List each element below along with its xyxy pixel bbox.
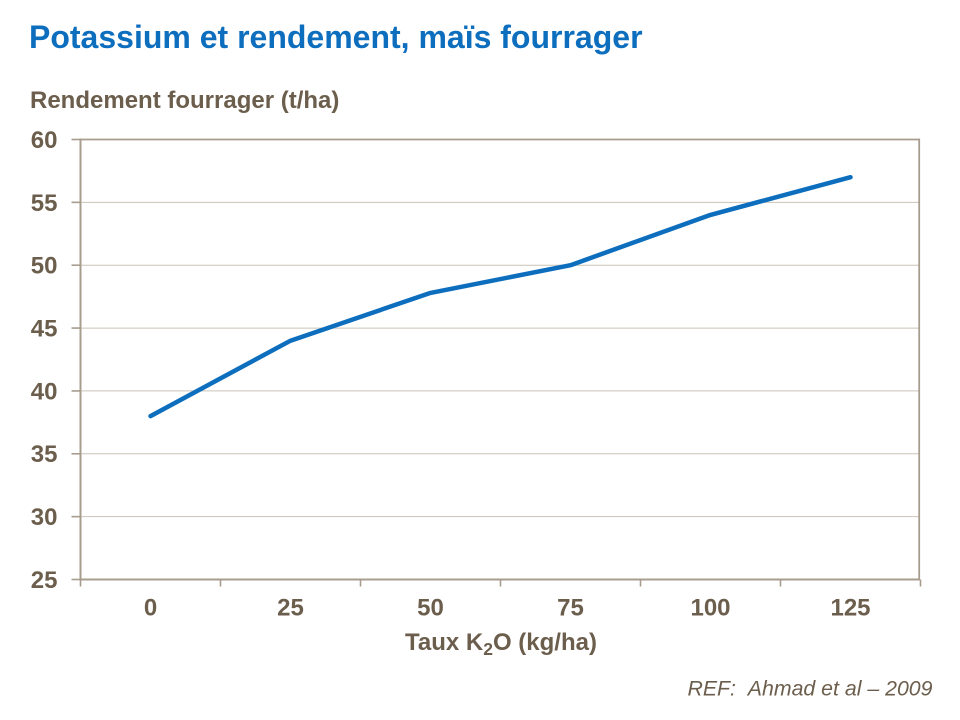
svg-text:40: 40	[31, 378, 58, 405]
svg-text:125: 125	[830, 595, 870, 622]
svg-text:50: 50	[31, 253, 58, 280]
svg-text:Taux K2O (kg/ha): Taux K2O (kg/ha)	[405, 629, 597, 659]
svg-text:60: 60	[31, 127, 58, 154]
svg-text:Rendement fourrager (t/ha): Rendement fourrager (t/ha)	[30, 87, 339, 114]
svg-text:75: 75	[557, 595, 584, 622]
svg-text:100: 100	[690, 595, 730, 622]
svg-text:50: 50	[417, 595, 444, 622]
svg-text:REF: Ahmad et al – 2009: REF: Ahmad et al – 2009	[687, 677, 932, 701]
svg-text:35: 35	[31, 441, 58, 468]
svg-text:25: 25	[31, 567, 58, 594]
svg-text:45: 45	[31, 316, 58, 343]
svg-text:25: 25	[277, 595, 304, 622]
svg-text:Potassium et rendement, maïs f: Potassium et rendement, maïs fourrager	[29, 19, 643, 55]
svg-text:55: 55	[31, 190, 58, 217]
svg-text:0: 0	[144, 595, 157, 622]
svg-text:30: 30	[31, 504, 58, 531]
